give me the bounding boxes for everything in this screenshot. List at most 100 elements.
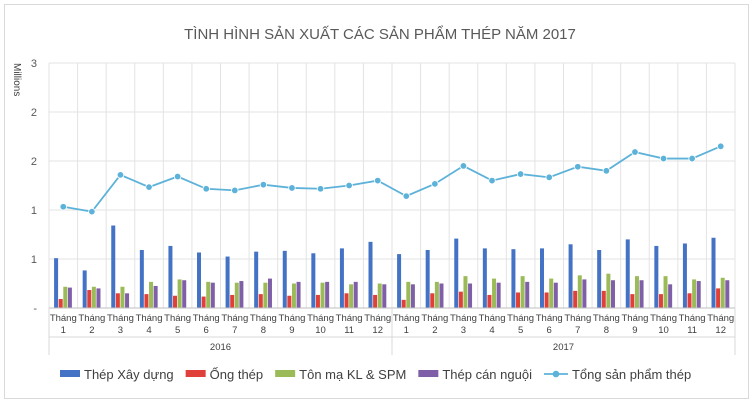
bar xyxy=(311,253,316,308)
bar xyxy=(658,294,663,308)
bar xyxy=(197,252,202,308)
line-point xyxy=(145,183,153,191)
bar xyxy=(634,276,639,308)
line-point xyxy=(116,171,125,179)
bar xyxy=(230,294,235,308)
x-tick-month-word: Tháng xyxy=(393,313,420,324)
bar xyxy=(54,258,59,308)
x-tick-month-word: Tháng xyxy=(107,313,134,324)
bar xyxy=(258,294,263,308)
x-group-label: 2017 xyxy=(553,342,574,353)
bar xyxy=(58,299,63,308)
y-tick-label: 1 xyxy=(31,205,37,217)
x-tick-month-number: 9 xyxy=(632,325,637,336)
bar xyxy=(511,249,516,308)
line-point xyxy=(717,142,725,150)
bar xyxy=(434,281,439,308)
bar xyxy=(463,276,468,308)
bar xyxy=(573,290,578,308)
x-tick-month-number: 3 xyxy=(461,325,466,336)
bar xyxy=(120,286,125,308)
x-tick-month-word: Tháng xyxy=(278,313,305,324)
legend-label: Tôn mạ KL & SPM xyxy=(299,367,406,382)
x-tick-month-number: 7 xyxy=(232,325,237,336)
gridlines xyxy=(48,62,736,309)
bar xyxy=(339,248,344,308)
bar xyxy=(182,280,187,308)
bar xyxy=(96,288,101,308)
bar xyxy=(597,250,602,308)
bar xyxy=(716,288,721,308)
bar xyxy=(568,244,573,308)
x-tick-month-number: 5 xyxy=(518,325,523,336)
bar xyxy=(516,292,521,308)
bar xyxy=(492,278,497,308)
bar xyxy=(520,276,525,308)
bar xyxy=(668,284,673,308)
bar xyxy=(206,281,211,308)
bar xyxy=(577,275,582,308)
line-point xyxy=(374,176,382,185)
x-tick-month-number: 5 xyxy=(175,325,180,336)
x-tick-month-word: Tháng xyxy=(536,313,563,324)
line-point xyxy=(516,170,525,178)
line-point xyxy=(545,173,553,182)
line-point xyxy=(688,154,696,163)
x-tick-month-word: Tháng xyxy=(164,313,191,324)
bar xyxy=(540,248,545,308)
bar xyxy=(63,286,68,308)
x-tick-month-number: 10 xyxy=(658,325,669,336)
line-point xyxy=(602,167,611,175)
y-axis-ticks: - 1 1 2 2 3 xyxy=(31,58,37,315)
x-tick-month-number: 12 xyxy=(715,325,726,336)
bar xyxy=(87,290,92,308)
bar xyxy=(373,294,378,308)
x-tick-month-number: 6 xyxy=(204,325,209,336)
x-tick-month-word: Tháng xyxy=(307,313,334,324)
x-axis: Tháng1Tháng2Tháng3Tháng4Tháng5Tháng6Thán… xyxy=(48,307,736,355)
bar xyxy=(639,280,644,308)
x-tick-month-word: Tháng xyxy=(679,313,706,324)
bar xyxy=(544,292,549,308)
bar xyxy=(468,283,473,308)
line-point xyxy=(459,162,468,170)
bar xyxy=(439,283,444,308)
x-tick-month-word: Tháng xyxy=(50,313,77,324)
bar xyxy=(625,239,630,308)
bar xyxy=(144,294,149,308)
x-tick-month-number: 6 xyxy=(547,325,552,336)
line-point xyxy=(659,154,668,163)
x-tick-month-word: Tháng xyxy=(479,313,506,324)
x-tick-month-word: Tháng xyxy=(450,313,477,324)
line-point xyxy=(88,207,96,216)
bar xyxy=(263,282,268,308)
line-point xyxy=(59,203,67,211)
line-series xyxy=(59,142,725,216)
bar xyxy=(553,282,558,308)
x-tick-month-word: Tháng xyxy=(507,313,534,324)
bar xyxy=(291,283,296,308)
line-point xyxy=(574,163,582,171)
legend-swatch xyxy=(275,370,296,377)
legend-label: Thép Xây dựng xyxy=(84,367,174,382)
y-tick-label: 2 xyxy=(31,156,37,168)
line-point xyxy=(345,181,353,190)
bar xyxy=(91,286,96,308)
bar xyxy=(353,281,358,308)
legend-label: Tổng sản phẩm thép xyxy=(572,367,691,382)
x-tick-month-number: 4 xyxy=(146,325,151,336)
bar xyxy=(234,282,239,308)
x-tick-month-number: 4 xyxy=(489,325,494,336)
x-tick-month-word: Tháng xyxy=(421,313,448,324)
bar xyxy=(610,280,615,308)
legend-swatch xyxy=(418,370,439,377)
steel-production-chart: TÌNH HÌNH SẢN XUẤT CÁC SẢN PHẨM THÉP NĂM… xyxy=(11,25,736,382)
bar xyxy=(173,295,178,308)
bar xyxy=(177,279,182,308)
line-point xyxy=(631,148,639,156)
y-tick-label: - xyxy=(33,303,37,315)
x-tick-month-number: 7 xyxy=(575,325,580,336)
bar xyxy=(630,294,635,308)
chart-title: TÌNH HÌNH SẢN XUẤT CÁC SẢN PHẨM THÉP NĂM… xyxy=(184,25,576,43)
bar xyxy=(425,250,430,308)
